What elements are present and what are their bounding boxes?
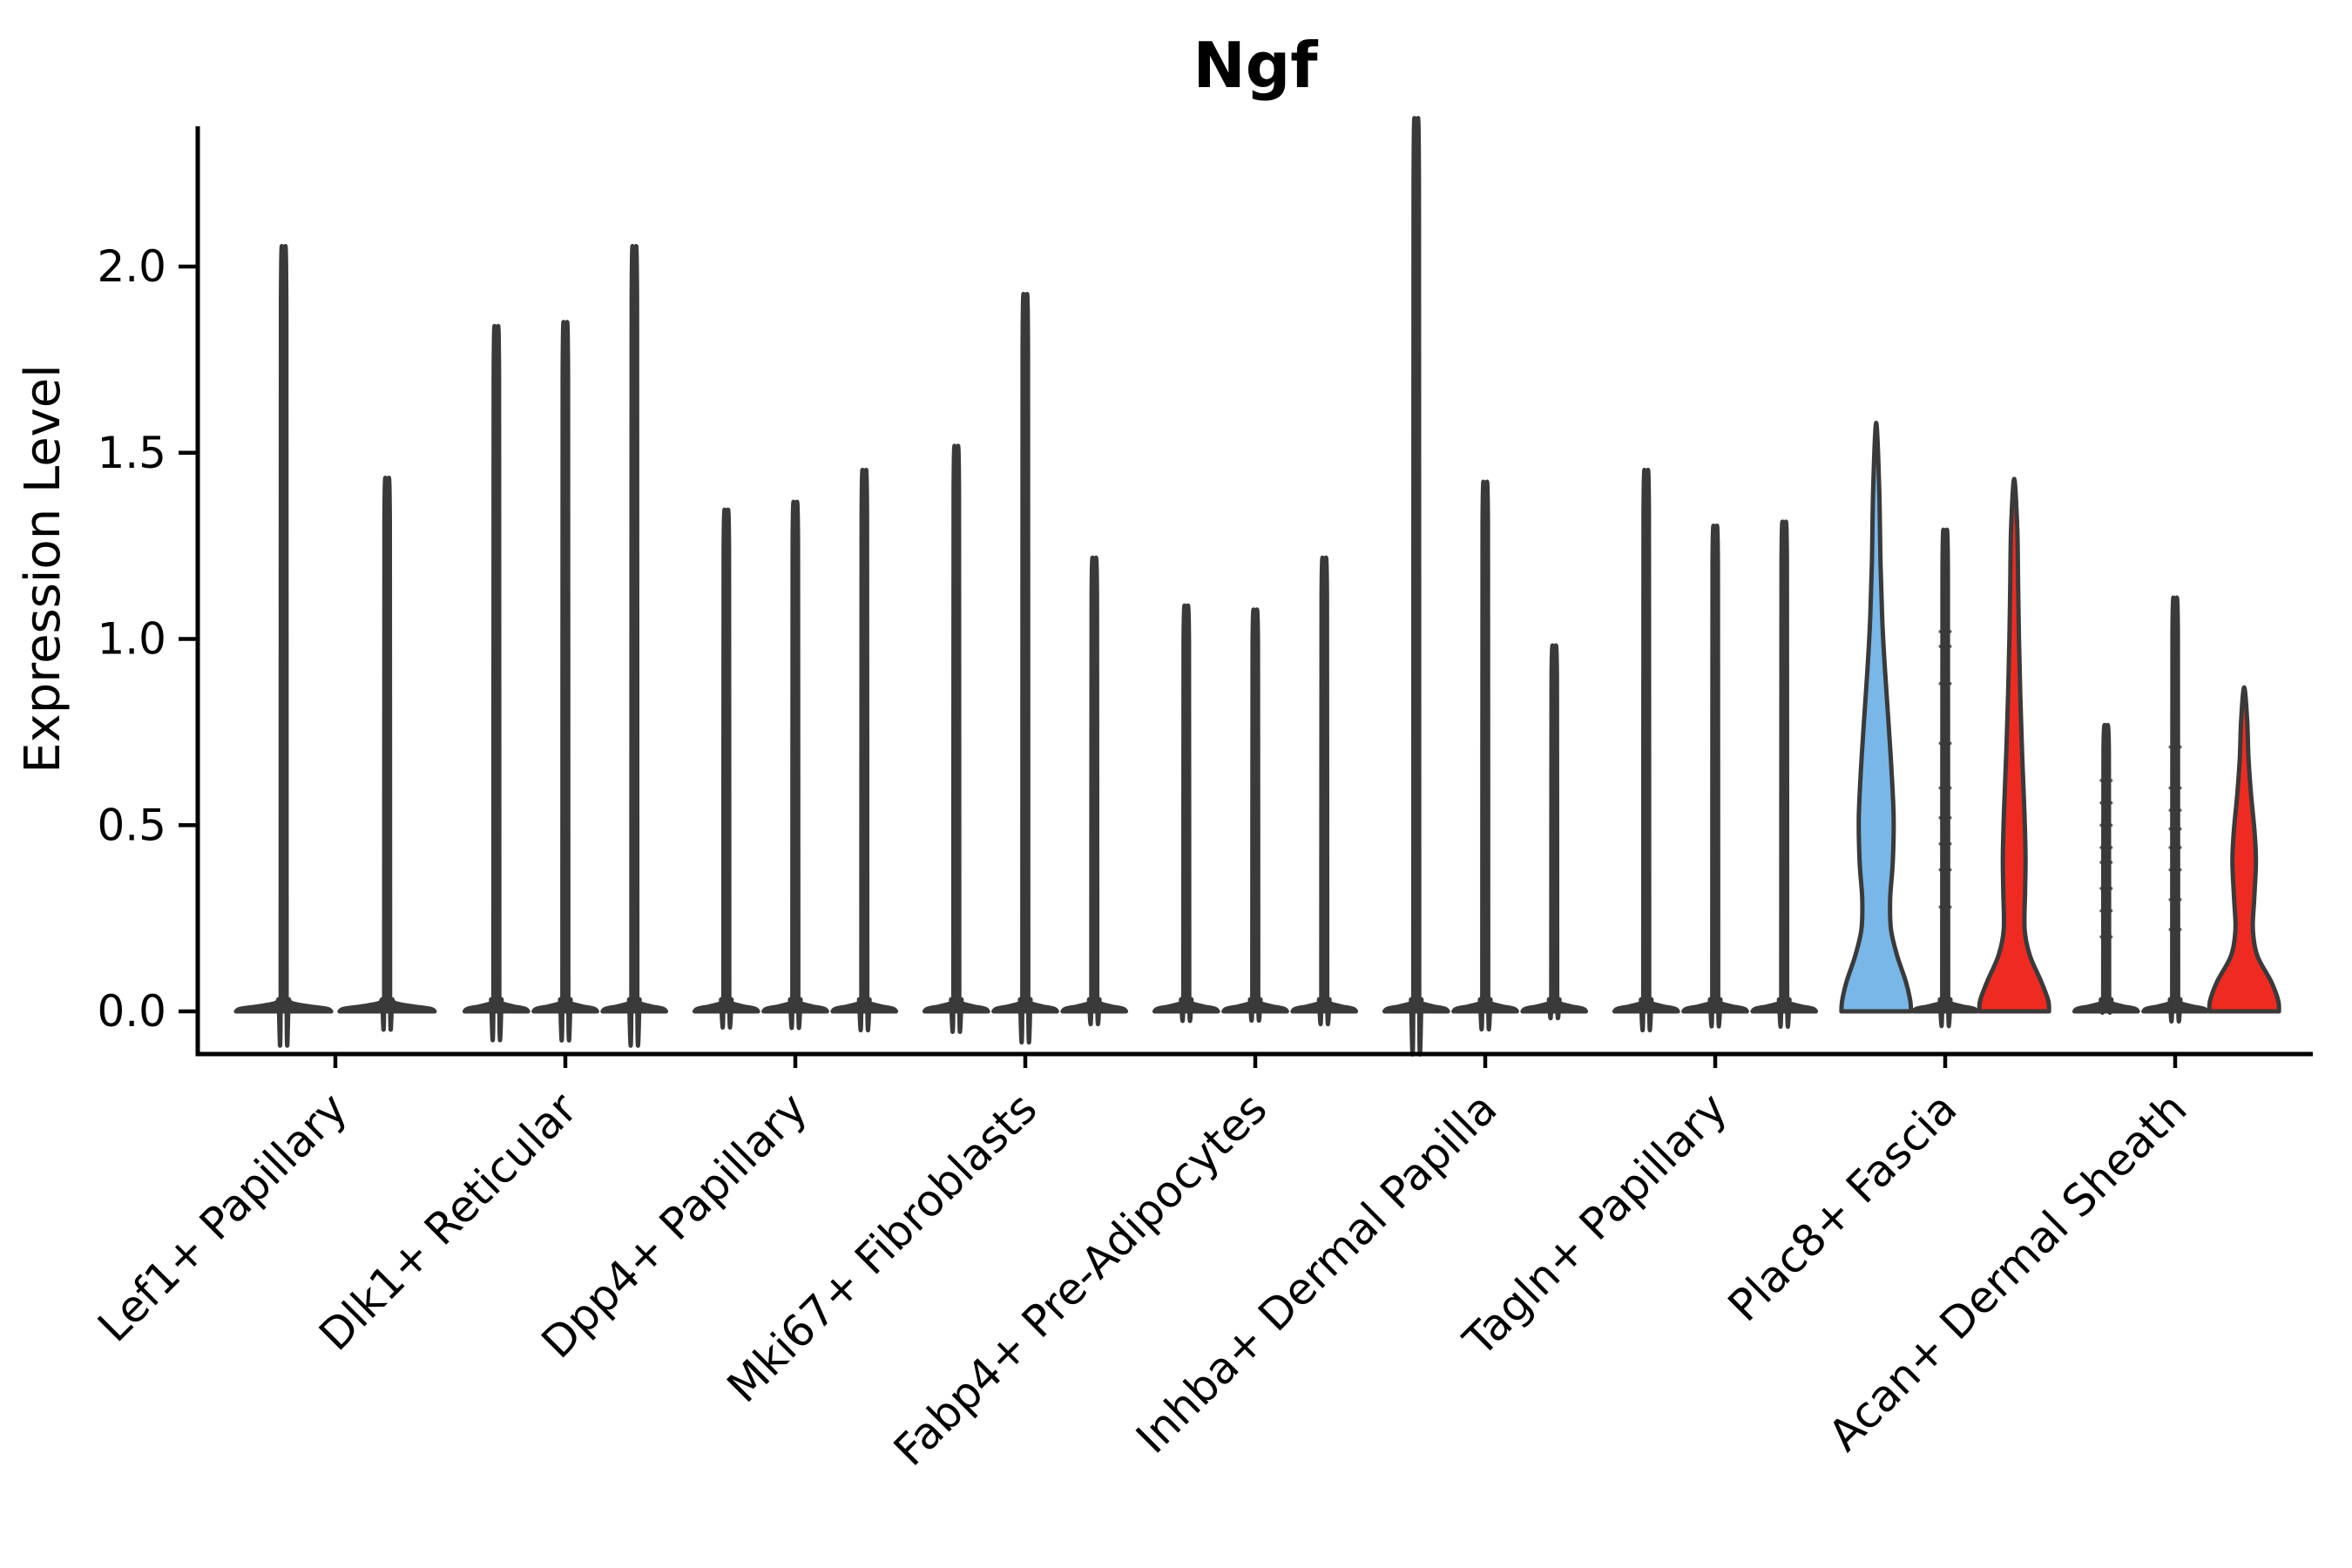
violin-inhba-dermal-papilla-1: [1382, 116, 1450, 1057]
violin-plac8-fascia-3: [1977, 476, 2051, 1014]
violin-fabp4-pre-adipocytes-1: [1152, 603, 1220, 1024]
violin-dpp4-papillary-1: [692, 507, 760, 1030]
x-tick-label-fabp4-pre-adipocytes: Fabp4+ Pre-Adipocytes: [884, 1083, 1277, 1476]
violin-acan-dermal-sheath-1: [2072, 722, 2140, 1015]
jitter-point: [2168, 827, 2182, 831]
violin-mki67-fibroblasts-3: [1060, 555, 1129, 1026]
jitter-point: [1938, 645, 1952, 648]
jitter-point: [2168, 745, 2182, 749]
violin-tagln-papillary-2: [1681, 524, 1749, 1029]
jitter-point: [2099, 823, 2113, 827]
violin-dpp4-papillary-2: [761, 499, 829, 1031]
violin-mki67-fibroblasts-1: [922, 443, 990, 1035]
jitter-point: [1938, 868, 1952, 872]
violin-mki67-fibroblasts-2: [991, 292, 1059, 1044]
violin-lef1-papillary-2: [337, 476, 437, 1032]
jitter-point: [2099, 887, 2113, 890]
jitter-point: [1938, 682, 1952, 686]
y-axis-label: Expression Level: [15, 364, 71, 774]
violin-fabp4-pre-adipocytes-2: [1221, 607, 1289, 1024]
jitter-point: [2168, 868, 2182, 872]
jitter-point: [2099, 779, 2113, 782]
jitter-point: [1938, 815, 1952, 820]
jitter-point: [1938, 905, 1952, 909]
jitter-point: [1938, 786, 1952, 790]
violin-dlk1-reticular-2: [531, 320, 599, 1043]
violin-tagln-papillary-1: [1612, 468, 1680, 1033]
jitter-point: [1938, 841, 1952, 846]
y-tick-label: 1.5: [97, 428, 166, 478]
jitter-point: [2168, 928, 2182, 931]
violin-dpp4-papillary-3: [830, 468, 899, 1033]
violin-inhba-dermal-papilla-3: [1520, 643, 1589, 1021]
jitter-point: [2099, 801, 2113, 805]
violin-lef1-papillary-1: [233, 244, 334, 1048]
jitter-point: [2168, 786, 2182, 790]
jitter-point: [1938, 741, 1952, 745]
chart-title: Ngf: [1193, 29, 1318, 102]
jitter-point: [2099, 846, 2113, 849]
x-tick-label-plac8-fascia: Plac8+ Fascia: [1719, 1083, 1967, 1331]
jitter-point: [1938, 630, 1952, 633]
violin-plac8-fascia-1: [1839, 421, 1914, 1014]
jitter-point: [2168, 846, 2182, 849]
jitter-point: [2099, 935, 2113, 939]
y-tick-label: 2.0: [97, 241, 166, 292]
jitter-point: [2099, 861, 2113, 864]
violin-acan-dermal-sheath-3: [2207, 685, 2281, 1014]
violin-plac8-fascia-2: [1911, 527, 1979, 1029]
jitter-point: [2168, 808, 2182, 812]
y-tick-label: 1.0: [97, 614, 166, 665]
jitter-point: [2168, 898, 2182, 902]
violin-fabp4-pre-adipocytes-3: [1290, 555, 1359, 1026]
violin-inhba-dermal-papilla-2: [1451, 479, 1519, 1032]
jitter-point: [2099, 909, 2113, 913]
violin-dlk1-reticular-1: [462, 323, 531, 1043]
y-tick-label: 0.5: [97, 800, 166, 850]
violin-tagln-papillary-3: [1750, 519, 1819, 1029]
violin-dlk1-reticular-3: [600, 244, 669, 1048]
y-tick-label: 0.0: [97, 986, 166, 1037]
x-tick-label-lef1-papillary: Lef1+ Papillary: [88, 1083, 356, 1351]
